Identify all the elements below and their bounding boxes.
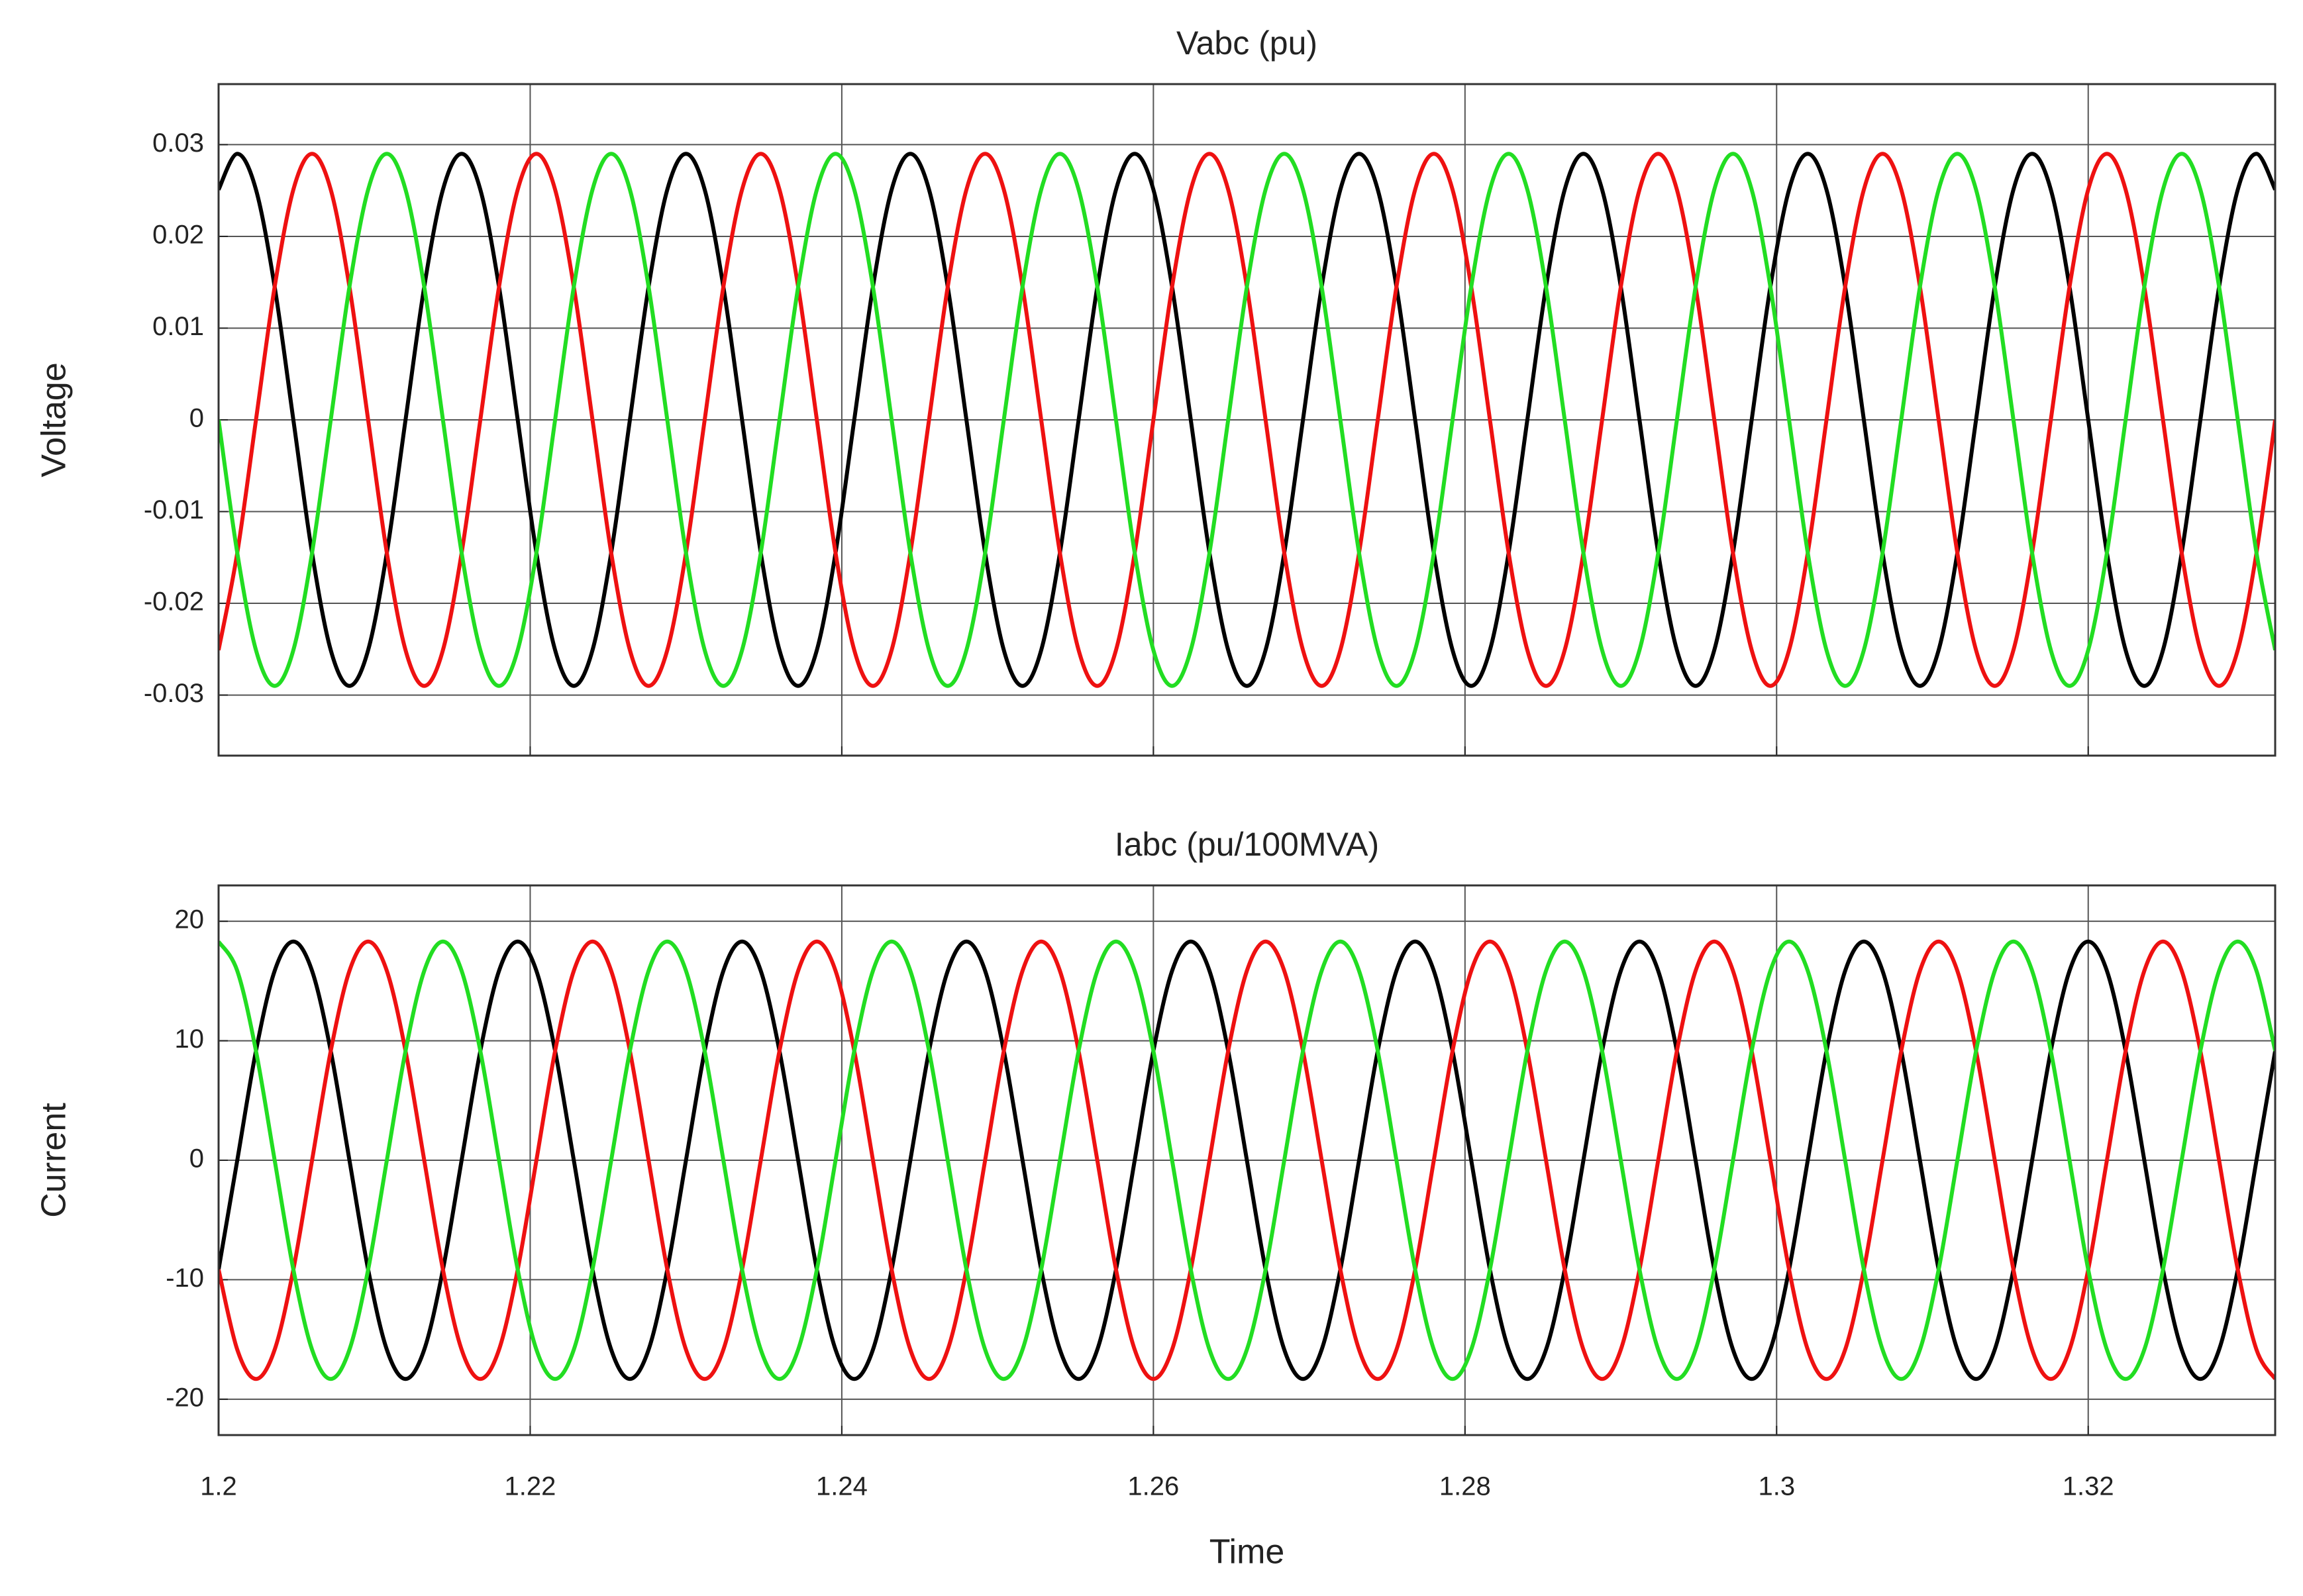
x-tick-label: 1.24 [816, 1472, 868, 1501]
series-group [219, 152, 2275, 688]
y-axis-label: Voltage [35, 362, 74, 477]
chart-title: Vabc (pu) [1176, 25, 1317, 62]
y-tick-label: -10 [166, 1264, 204, 1293]
x-tick-label: 1.28 [1439, 1472, 1491, 1501]
x-tick-label: 1.22 [505, 1472, 556, 1501]
y-tick-label: 0.01 [152, 312, 204, 341]
y-tick-label: 0.02 [152, 221, 204, 250]
y-tick-label: -0.01 [144, 495, 204, 524]
y-tick-label: 0 [189, 1144, 204, 1173]
x-tick-label: 1.32 [2063, 1472, 2114, 1501]
x-tick-label: 1.26 [1127, 1472, 1179, 1501]
series-line [219, 939, 2275, 1381]
x-tick-label: 1.3 [1758, 1472, 1795, 1501]
series-line [219, 152, 2275, 688]
series-line [219, 939, 2275, 1381]
series-line [219, 152, 2275, 688]
x-axis-label: Time [1209, 1533, 1285, 1571]
chart-title: Iabc (pu/100MVA) [1115, 826, 1379, 863]
plot-frame [217, 884, 2277, 1436]
y-tick-label: 20 [175, 905, 205, 934]
plot-frame [217, 83, 2277, 757]
y-tick-label: -0.03 [144, 679, 204, 708]
y-tick-label: 0.03 [152, 128, 204, 158]
x-tick-label: 1.2 [200, 1472, 237, 1501]
y-tick-label: 0 [189, 404, 204, 433]
y-axis-label: Current [35, 1103, 74, 1218]
series-line [219, 939, 2275, 1381]
y-tick-label: -0.02 [144, 587, 204, 617]
series-group [219, 939, 2275, 1381]
y-tick-label: 10 [175, 1024, 205, 1054]
y-tick-label: -20 [166, 1383, 204, 1412]
